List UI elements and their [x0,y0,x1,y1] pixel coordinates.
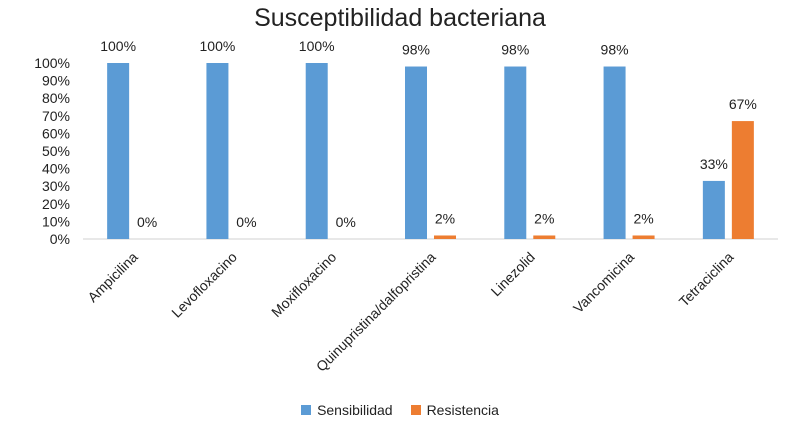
data-label: 67% [729,96,757,112]
legend-label: Sensibilidad [317,402,393,418]
bar-chart: 0%10%20%30%40%50%60%70%80%90%100% 100%0%… [34,38,778,375]
y-tick-label: 80% [42,90,70,106]
data-label: 100% [200,38,236,54]
category-label: Vancomicina [570,249,637,316]
bar-sensibilidad [206,63,229,239]
data-labels: 100% 0% 100% 0% 100% 0% 98% 2% 98% 2% 98% 2% 33% 67% [100,38,757,230]
bar-sensibilidad [107,63,130,239]
y-tick-label: 0% [50,231,70,247]
bar-resistencia [632,235,655,239]
y-axis-ticks: 0% 10%20% 30%40% 50% 60%70% 80%90% 100% [34,55,70,247]
category-label: Moxifloxacino [268,249,339,320]
legend: Sensibilidad Resistencia [0,402,800,418]
y-tick-label: 60% [42,125,70,141]
category-label: Levofloxacino [168,249,240,321]
legend-label: Resistencia [426,402,499,418]
legend-item: Resistencia [410,402,499,418]
data-label: 98% [501,42,529,58]
bars [107,63,754,240]
legend-swatch [410,405,421,415]
y-tick-label: 50% [42,143,70,159]
data-label: 33% [700,156,728,172]
category-labels: Ampicilina Levofloxacino MoxifloxacinoQuin… [84,249,736,375]
chart-title: Susceptibilidad bacteriana [254,4,546,32]
bar-sensibilidad [305,63,328,239]
bar-resistencia [434,235,456,239]
data-label: 100% [100,38,136,54]
data-label: 98% [601,42,629,58]
data-label: 2% [633,210,653,226]
y-tick-label: 90% [42,73,70,89]
legend-swatch [301,405,312,415]
data-label: 0% [336,214,356,230]
bar-sensibilidad [504,66,527,240]
data-label: 0% [137,214,157,230]
y-tick-label: 20% [42,196,70,212]
y-tick-label: 70% [42,108,70,124]
data-label: 100% [299,38,335,54]
category-label: Tetraciclina [676,249,737,310]
bar-resistencia [533,235,556,239]
y-tick-label: 100% [34,55,70,71]
bar-sensibilidad [603,66,626,240]
y-tick-label: 40% [42,161,70,177]
bar-sensibilidad [405,66,427,240]
bar-resistencia [731,121,754,239]
y-tick-label: 30% [42,178,70,194]
data-label: 0% [236,214,256,230]
y-tick-label: 10% [42,213,70,229]
category-label: Linezolid [488,249,538,299]
bar-sensibilidad [702,180,725,239]
data-label: 2% [435,210,455,226]
data-label: 98% [402,42,430,58]
data-label: 2% [534,210,554,226]
legend-item: Sensibilidad [301,402,393,418]
category-label: Ampicilina [84,249,141,306]
